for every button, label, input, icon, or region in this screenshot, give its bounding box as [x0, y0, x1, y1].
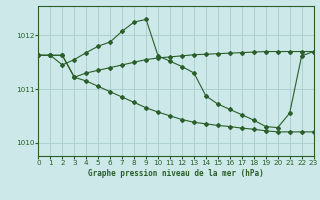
X-axis label: Graphe pression niveau de la mer (hPa): Graphe pression niveau de la mer (hPa)	[88, 169, 264, 178]
